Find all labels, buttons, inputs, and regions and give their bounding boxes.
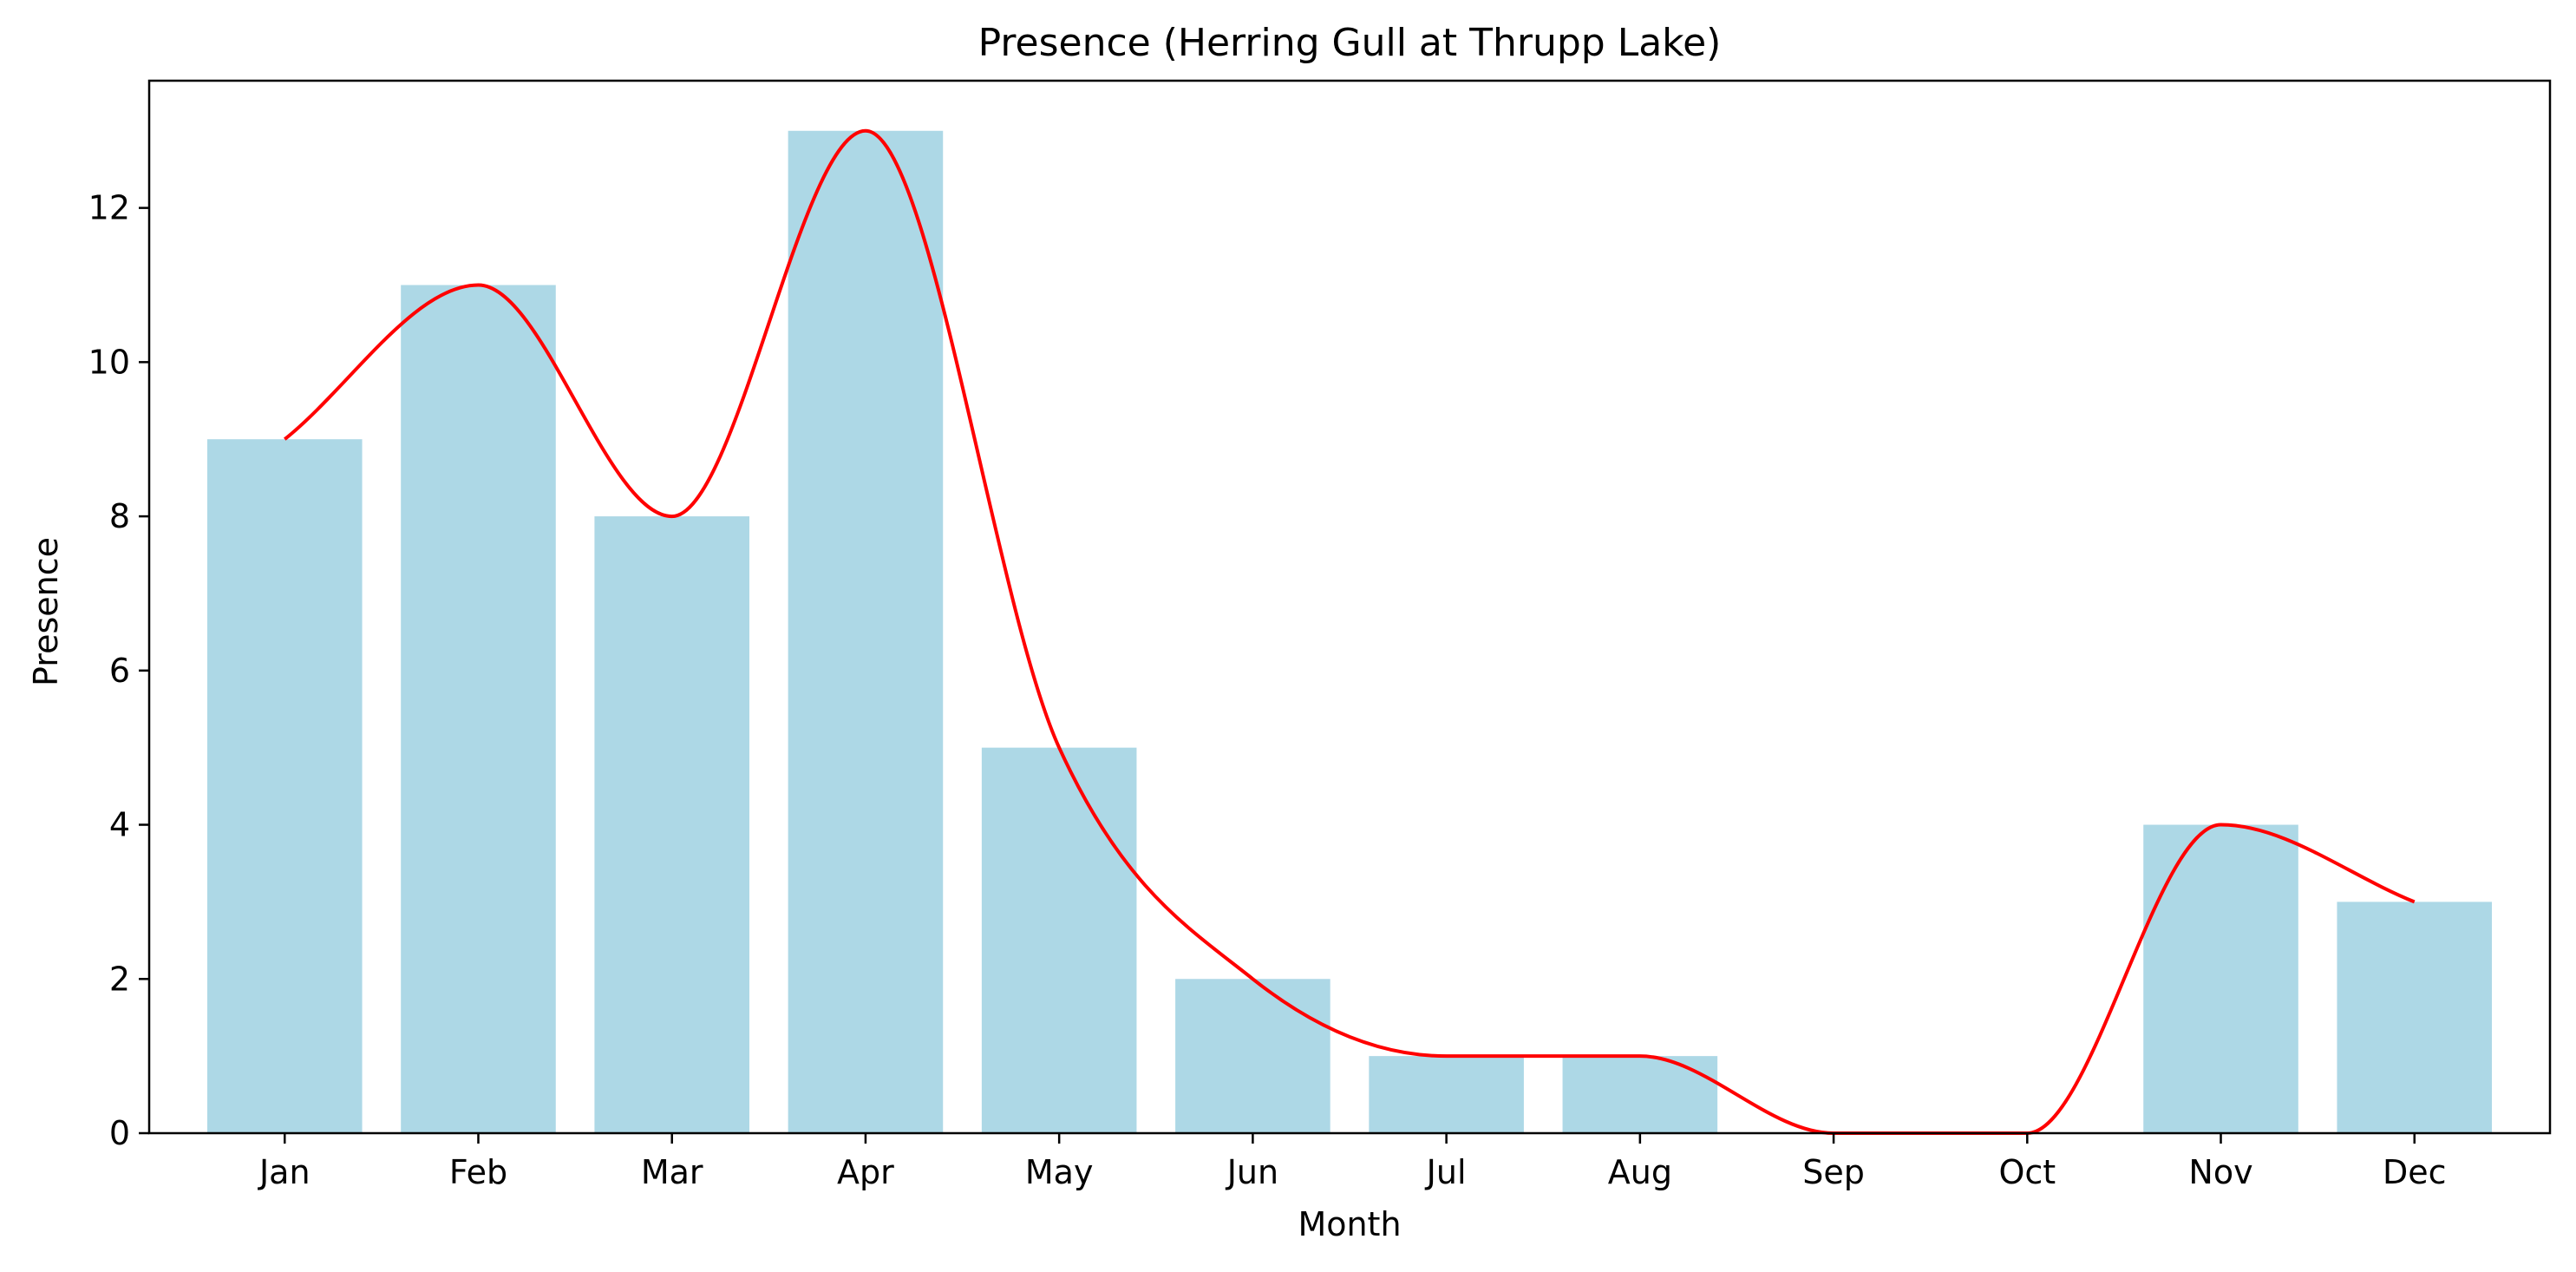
y-tick-label: 10 <box>88 343 130 381</box>
y-tick-label: 2 <box>109 960 130 998</box>
x-tick-label-aug: Aug <box>1608 1153 1672 1191</box>
bar-dec <box>2337 902 2493 1133</box>
x-tick-label-oct: Oct <box>1998 1153 2056 1191</box>
chart-title: Presence (Herring Gull at Thrupp Lake) <box>978 21 1722 65</box>
y-tick-label: 4 <box>109 806 130 844</box>
bar-apr <box>788 130 944 1133</box>
y-tick-label: 8 <box>109 497 130 535</box>
x-tick-label-sep: Sep <box>1802 1153 1865 1191</box>
y-tick-label: 0 <box>109 1114 130 1152</box>
x-tick-label-may: May <box>1025 1153 1094 1191</box>
bar-jan <box>206 439 363 1133</box>
bar-nov <box>2143 824 2298 1133</box>
bar-may <box>981 747 1137 1133</box>
bars <box>206 130 2493 1133</box>
bar-aug <box>1562 1056 1718 1133</box>
bar-mar <box>594 516 749 1133</box>
trend-line <box>284 128 2416 1136</box>
bar-jun <box>1175 979 1330 1133</box>
y-tick-label: 6 <box>109 652 130 690</box>
x-tick-label-jan: Jan <box>258 1153 311 1191</box>
x-tick-label-dec: Dec <box>2383 1153 2447 1191</box>
x-axis-label: Month <box>1298 1205 1401 1243</box>
y-axis-ticks: 0 2 4 6 8 10 12 <box>88 189 149 1152</box>
x-tick-label-feb: Feb <box>449 1153 507 1191</box>
x-tick-label-jun: Jun <box>1226 1153 1278 1191</box>
y-axis-label: Presence <box>27 537 65 686</box>
plot-frame <box>147 79 2552 1135</box>
bar-feb <box>401 285 556 1133</box>
x-tick-label-mar: Mar <box>641 1153 703 1191</box>
x-axis-ticks: Jan Feb Mar Apr May Jun Jul Aug Sep Oct Nov Dec <box>258 1133 2447 1191</box>
x-tick-label-nov: Nov <box>2188 1153 2252 1191</box>
trend-line-layer <box>284 128 2416 1136</box>
x-tick-label-apr: Apr <box>837 1153 894 1191</box>
bar-jul <box>1369 1056 1524 1133</box>
y-tick-label: 12 <box>88 189 130 227</box>
x-tick-label-jul: Jul <box>1425 1153 1467 1191</box>
